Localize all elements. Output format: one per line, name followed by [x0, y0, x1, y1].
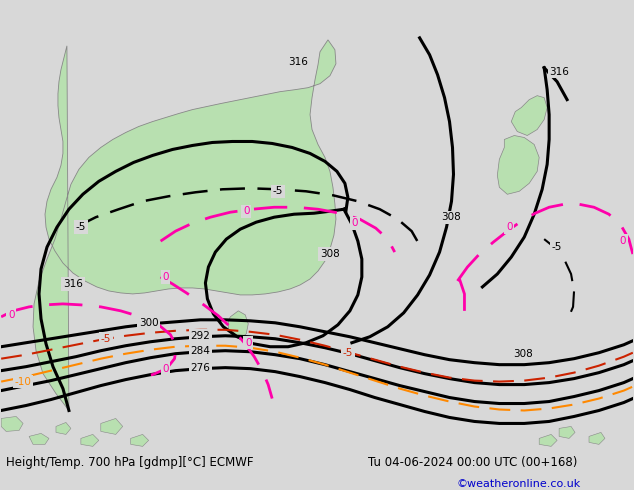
Polygon shape [511, 96, 547, 136]
Text: 0: 0 [506, 222, 512, 232]
Text: -5: -5 [273, 186, 283, 196]
Text: 308: 308 [514, 349, 533, 359]
Text: 292: 292 [190, 331, 210, 341]
Text: 0: 0 [243, 206, 250, 216]
Polygon shape [1, 416, 23, 431]
Polygon shape [56, 422, 71, 435]
Text: 0: 0 [162, 272, 169, 282]
Polygon shape [131, 435, 148, 446]
Text: 0: 0 [8, 310, 15, 320]
Text: 0: 0 [352, 218, 358, 228]
Text: 284: 284 [190, 346, 210, 356]
Text: 0: 0 [162, 364, 169, 374]
Text: Height/Temp. 700 hPa [gdmp][°C] ECMWF: Height/Temp. 700 hPa [gdmp][°C] ECMWF [6, 456, 254, 469]
Polygon shape [589, 432, 605, 444]
Text: -5: -5 [343, 348, 353, 358]
Polygon shape [497, 136, 539, 194]
Text: 308: 308 [442, 212, 462, 222]
Text: -5: -5 [101, 334, 111, 344]
Text: 316: 316 [549, 67, 569, 77]
Text: -5: -5 [75, 222, 86, 232]
Polygon shape [539, 435, 557, 446]
Polygon shape [228, 311, 249, 339]
Polygon shape [81, 435, 99, 446]
Polygon shape [29, 434, 49, 444]
Polygon shape [33, 40, 336, 411]
Text: 276: 276 [190, 363, 210, 373]
Text: 308: 308 [320, 249, 340, 259]
Text: 0: 0 [619, 236, 626, 246]
Text: 316: 316 [63, 279, 83, 289]
Text: 0: 0 [245, 338, 252, 348]
Text: Tu 04-06-2024 00:00 UTC (00+168): Tu 04-06-2024 00:00 UTC (00+168) [368, 456, 577, 469]
Text: -5: -5 [552, 242, 562, 252]
Polygon shape [1, 0, 633, 448]
Text: 300: 300 [139, 318, 158, 328]
Text: -10: -10 [15, 377, 32, 387]
Text: 316: 316 [288, 57, 308, 67]
Polygon shape [559, 426, 575, 439]
Polygon shape [101, 418, 123, 435]
Text: ©weatheronline.co.uk: ©weatheronline.co.uk [456, 479, 581, 489]
